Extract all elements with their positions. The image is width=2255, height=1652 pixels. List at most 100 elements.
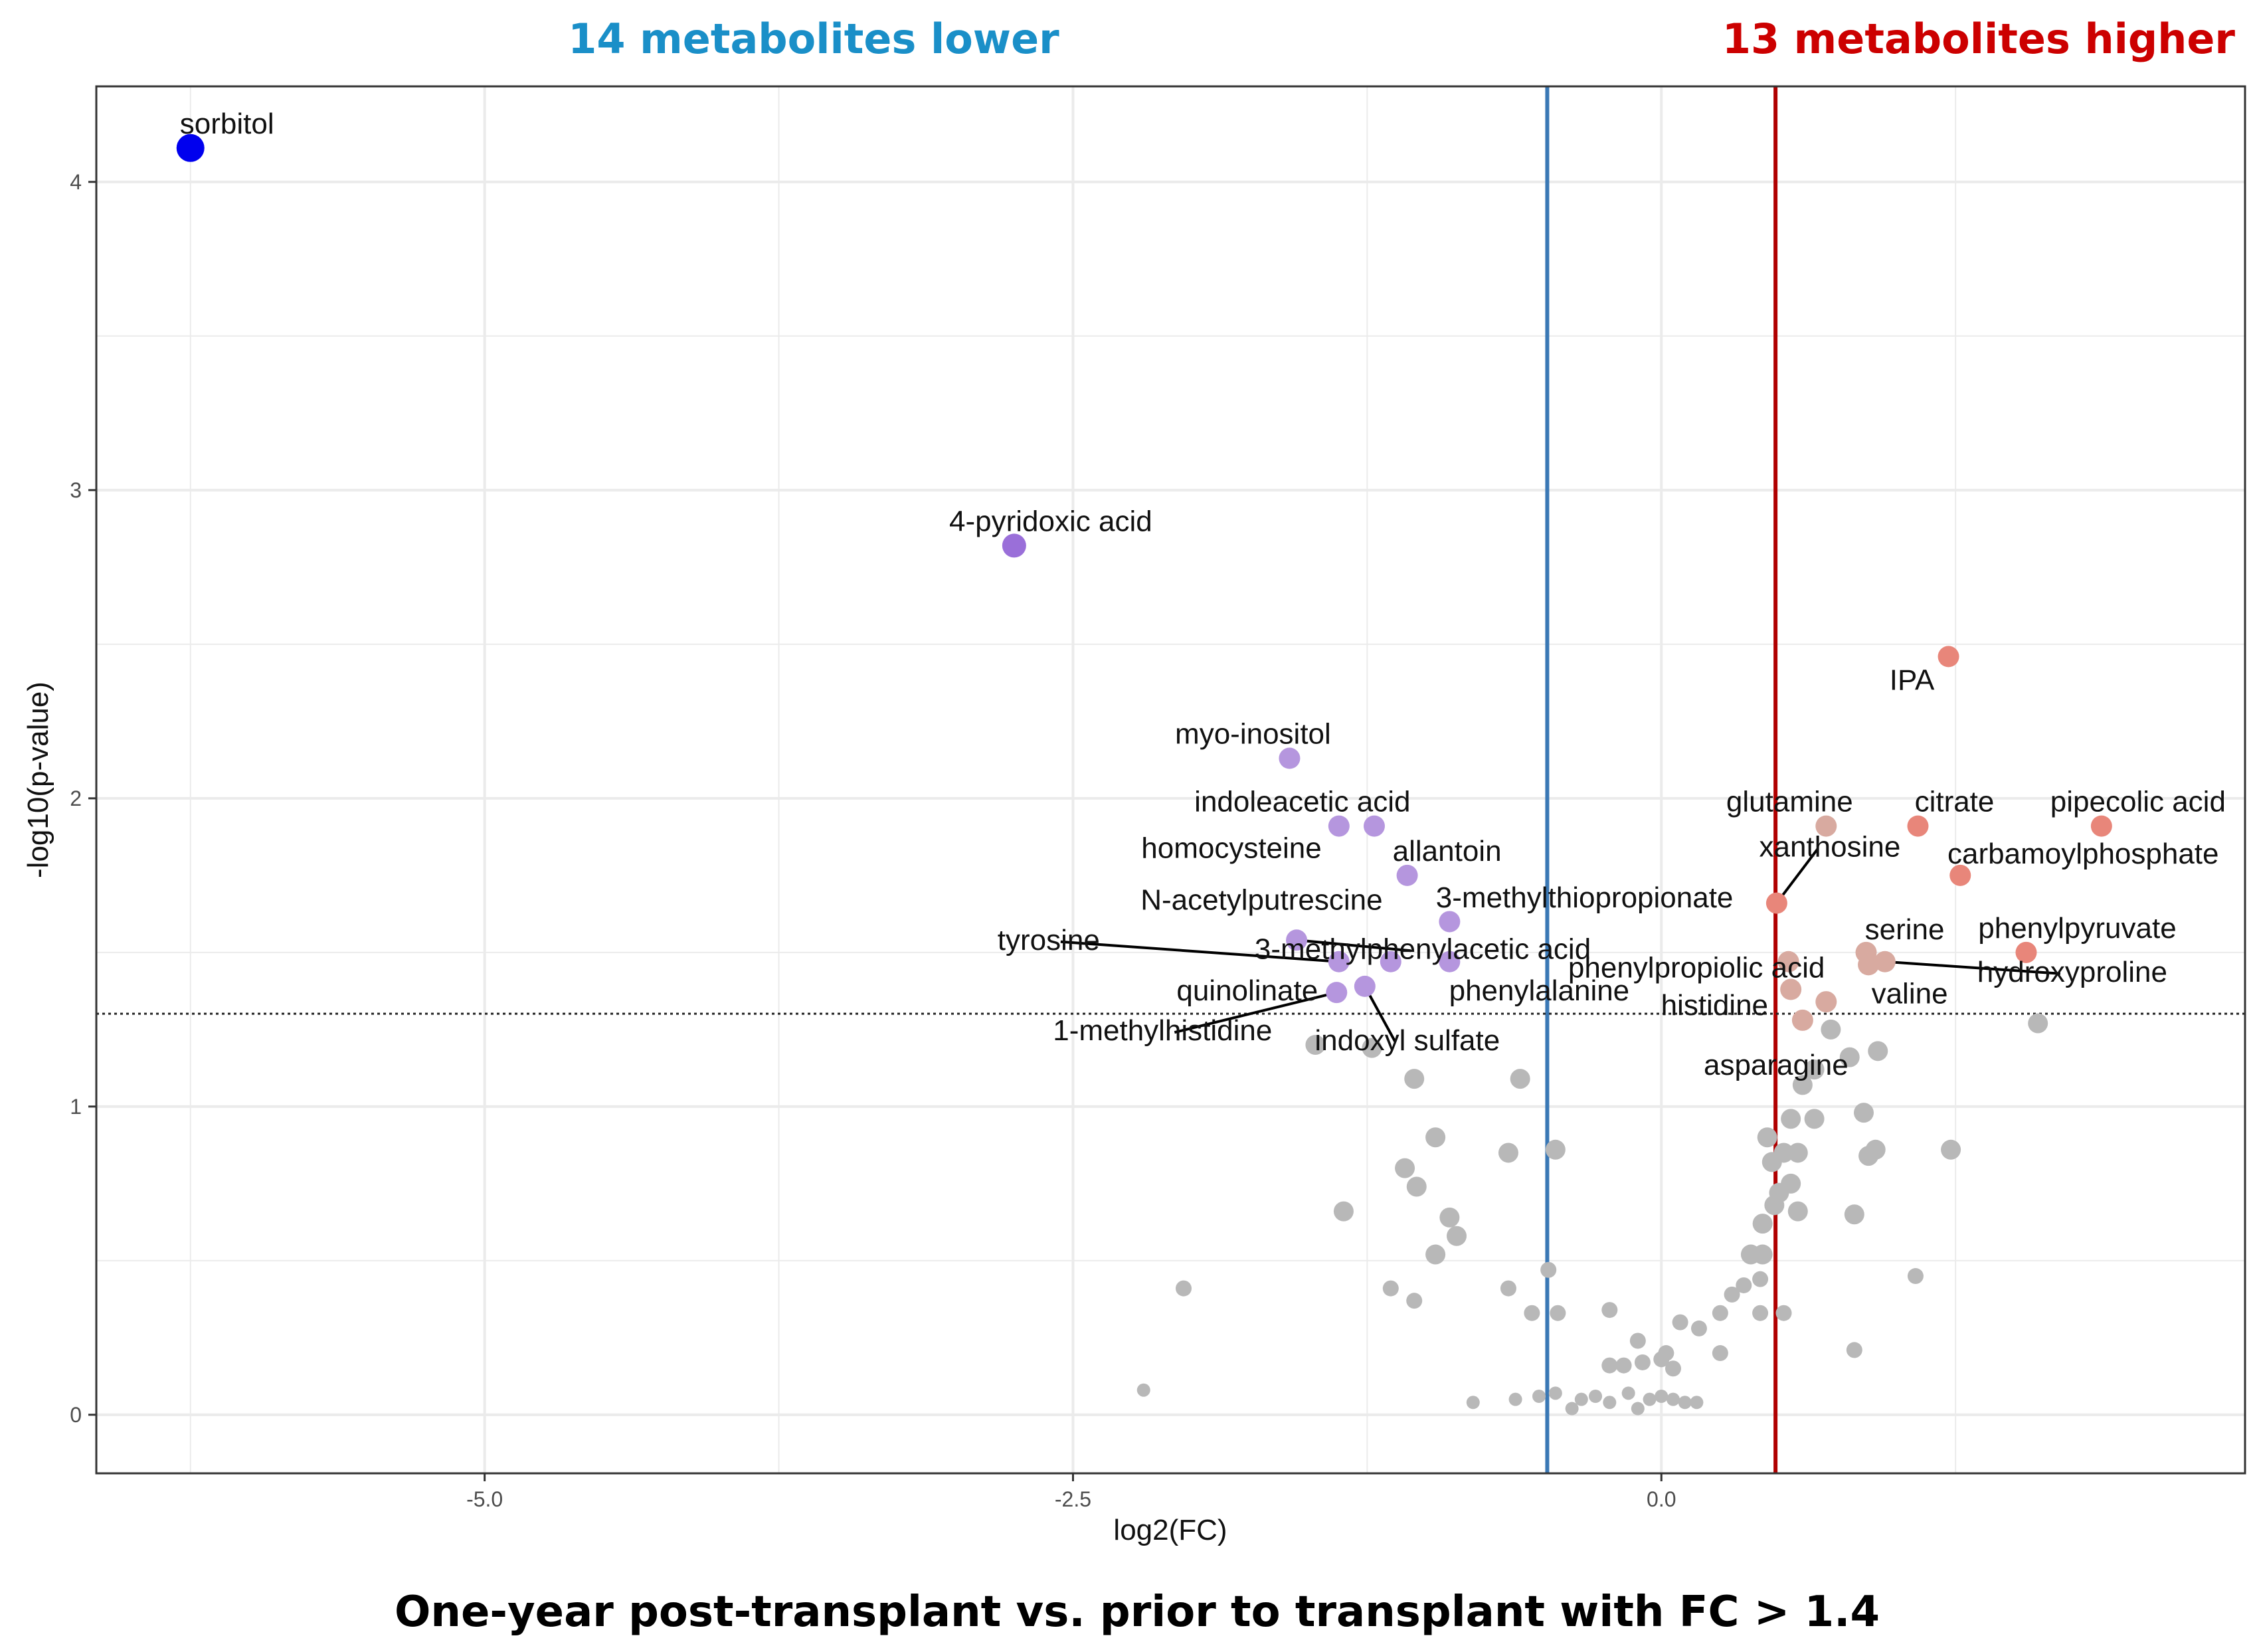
leader-3-methylphenylacetic-acid	[1296, 939, 1411, 953]
point-n-acetylputrescine	[1439, 911, 1461, 933]
point-phenylpropiolic-acid	[1780, 978, 1802, 1000]
nonsignificant-point	[1761, 1152, 1782, 1172]
x-tick-label: -2.5	[1055, 1487, 1091, 1511]
nonsignificant-point	[1634, 1354, 1651, 1370]
nonsignificant-point	[1775, 1305, 1792, 1321]
y-tick-label: 1	[70, 1095, 82, 1119]
nonsignificant-point	[1498, 1143, 1518, 1163]
x-tick-label: 0.0	[1647, 1487, 1676, 1511]
label-leader-lines	[1060, 848, 2061, 1043]
point-phenylalanine	[1439, 951, 1461, 972]
nonsignificant-point	[1447, 1226, 1467, 1246]
nonsignificant-point	[1404, 1069, 1425, 1089]
nonsignificant-point	[1305, 1035, 1326, 1055]
leader-tyrosine	[1060, 940, 1339, 963]
nonsignificant-point	[1406, 1176, 1427, 1197]
y-tick-label: 3	[70, 478, 82, 502]
point-indoxyl-sulfate	[1354, 975, 1376, 997]
label-allantoin: allantoin	[1393, 835, 1502, 868]
nonsignificant-point	[1757, 1127, 1777, 1148]
nonsignificant-point	[1907, 1268, 1924, 1285]
label-indoxyl-sulfate: indoxyl sulfate	[1314, 1024, 1500, 1057]
nonsignificant-point	[1792, 1075, 1813, 1095]
label-4-pyridoxic-acid: 4-pyridoxic acid	[949, 505, 1152, 537]
point-3-methylthiopropionate	[1777, 951, 1799, 972]
nonsignificant-point	[2028, 1013, 2048, 1034]
nonsignificant-point	[1712, 1305, 1728, 1321]
nonsignificant-point	[1690, 1320, 1707, 1336]
nonsignificant-point	[1653, 1351, 1670, 1368]
nonsignificant-point	[1395, 1158, 1415, 1178]
nonsignificant-point	[1603, 1396, 1617, 1410]
nonsignificant-point	[1752, 1214, 1773, 1234]
header-lower: 14 metabolites lower	[568, 15, 1059, 63]
chart-caption: One-year post-transplant vs. prior to tr…	[395, 1588, 1880, 1637]
nonsignificant-point	[1548, 1386, 1562, 1400]
nonsignificant-point	[1781, 1109, 1801, 1129]
point-labels: sorbitol 4-pyridoxic acid myo-inositol indo…	[180, 108, 2226, 1081]
label-asparagine: asparagine	[1704, 1049, 1849, 1081]
point-histidine	[1815, 991, 1837, 1013]
nonsignificant-point	[1574, 1392, 1588, 1406]
nonsignificant-point	[1672, 1314, 1688, 1331]
point-myo-inositol	[1279, 747, 1301, 769]
label-homocysteine: homocysteine	[1141, 832, 1321, 865]
point-xanthosine	[1765, 892, 1787, 914]
point-carbamoylphosphate	[1949, 864, 1971, 886]
nonsignificant-point	[1333, 1201, 1354, 1222]
label-3-methylthiopropionate: 3-methylthiopropionate	[1436, 881, 1734, 914]
nonsignificant-point	[1425, 1127, 1446, 1148]
nonsignificant-point	[1136, 1383, 1150, 1397]
point-sorbitol	[176, 134, 205, 162]
nonsignificant-point	[1524, 1305, 1540, 1321]
y-axis-title: -log10(p-value)	[22, 682, 54, 878]
nonsignificant-point	[1629, 1332, 1646, 1349]
nonsignificant-point	[1508, 1392, 1522, 1406]
point-3-methylphenylacetic-acid	[1286, 929, 1308, 951]
y-tick-label: 2	[70, 786, 82, 810]
nonsignificant-point	[1839, 1047, 1860, 1067]
nonsignificant-point	[1941, 1139, 1961, 1160]
x-tick-label: -5.0	[466, 1487, 503, 1511]
nonsignificant-point	[1510, 1069, 1530, 1089]
label-quinolinate: quinolinate	[1176, 974, 1318, 1007]
y-axis-ticks: 0 1 2 3 4	[70, 170, 96, 1427]
label-phenylalanine: phenylalanine	[1449, 974, 1630, 1007]
x-axis-ticks: -5.0 -2.5 0.0	[466, 1473, 1676, 1511]
y-tick-label: 0	[70, 1403, 82, 1427]
nonsignificant-point	[1550, 1305, 1566, 1321]
nonsignificant-point	[1736, 1277, 1752, 1293]
nonsignificant-point	[1865, 1139, 1886, 1160]
nonsignificant-point	[1787, 1143, 1808, 1163]
label-sorbitol: sorbitol	[180, 108, 274, 140]
nonsignificant-point	[1631, 1402, 1645, 1416]
label-carbamoylphosphate: carbamoylphosphate	[1947, 838, 2218, 870]
point-4-pyridoxic-acid	[1002, 533, 1026, 558]
nonsignificant-point	[1175, 1280, 1192, 1297]
nonsignificant-point	[1690, 1396, 1704, 1410]
nonsignificant-point	[1425, 1244, 1446, 1265]
label-tyrosine: tyrosine	[998, 924, 1100, 957]
point-quinolinate	[1380, 951, 1401, 972]
label-n-acetylputrescine: N-acetylputrescine	[1140, 883, 1382, 916]
plot-border	[95, 85, 2246, 1475]
label-hydroxyproline: hydroxyproline	[1977, 956, 2167, 988]
point-asparagine	[1791, 1009, 1813, 1031]
label-ipa: IPA	[1890, 664, 1935, 696]
nonsignificant-point	[1439, 1207, 1460, 1228]
label-glutamine: glutamine	[1726, 786, 1853, 818]
nonsignificant-point	[1601, 1357, 1618, 1374]
label-3-methylphenylacetic-acid: 3-methylphenylacetic acid	[1255, 933, 1591, 965]
significant-points	[176, 134, 2112, 1031]
nonsignificant-point	[1589, 1390, 1603, 1403]
nonsignificant-point	[1712, 1345, 1728, 1362]
point-valine	[1858, 954, 1880, 976]
nonsignificant-point	[1868, 1041, 1888, 1061]
label-citrate: citrate	[1915, 786, 1995, 818]
label-xanthosine: xanthosine	[1759, 831, 1900, 864]
nonsignificant-point	[1532, 1390, 1546, 1403]
point-citrate	[1907, 815, 1929, 837]
nonsignificant-point	[1601, 1302, 1618, 1319]
leader-xanthosine	[1775, 848, 1819, 904]
label-phenylpropiolic-acid: phenylpropiolic acid	[1568, 952, 1825, 984]
